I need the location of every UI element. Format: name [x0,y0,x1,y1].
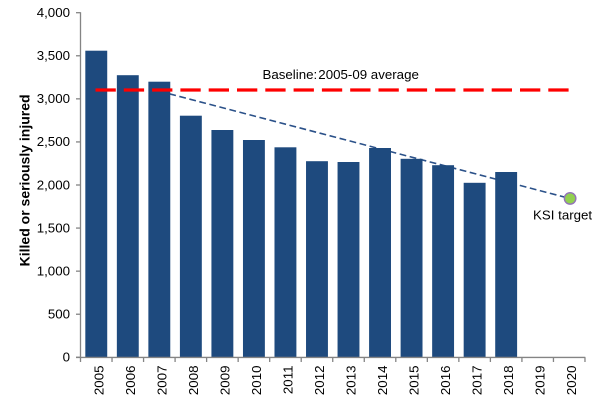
svg-text:3,000: 3,000 [37,91,70,106]
svg-text:3,500: 3,500 [37,48,70,63]
svg-text:KSI target: KSI target [533,207,592,222]
svg-text:Killed or seriously injured: Killed or seriously injured [17,94,33,266]
svg-text:2007: 2007 [154,366,169,396]
svg-text:2009: 2009 [217,366,232,396]
svg-text:2015: 2015 [407,366,422,396]
svg-text:500: 500 [48,307,70,322]
svg-text:2010: 2010 [249,366,264,396]
svg-text:1,000: 1,000 [37,263,70,278]
svg-text:2,000: 2,000 [37,177,70,192]
svg-text:Baseline: 2005-09 average: Baseline: 2005-09 average [263,67,419,82]
svg-text:2017: 2017 [470,366,485,396]
svg-text:0: 0 [63,350,70,365]
svg-text:2019: 2019 [533,366,548,396]
svg-text:2016: 2016 [438,366,453,396]
svg-text:2005: 2005 [91,366,106,396]
svg-text:2011: 2011 [280,366,295,395]
svg-text:2013: 2013 [344,366,359,396]
svg-text:2014: 2014 [375,366,390,396]
svg-text:1,500: 1,500 [37,220,70,235]
svg-text:2,500: 2,500 [37,134,70,149]
svg-text:2018: 2018 [501,366,516,396]
svg-text:4,000: 4,000 [37,5,70,20]
svg-text:2020: 2020 [564,366,579,396]
svg-text:2006: 2006 [123,366,138,396]
svg-text:2008: 2008 [186,366,201,396]
svg-text:2012: 2012 [312,366,327,396]
